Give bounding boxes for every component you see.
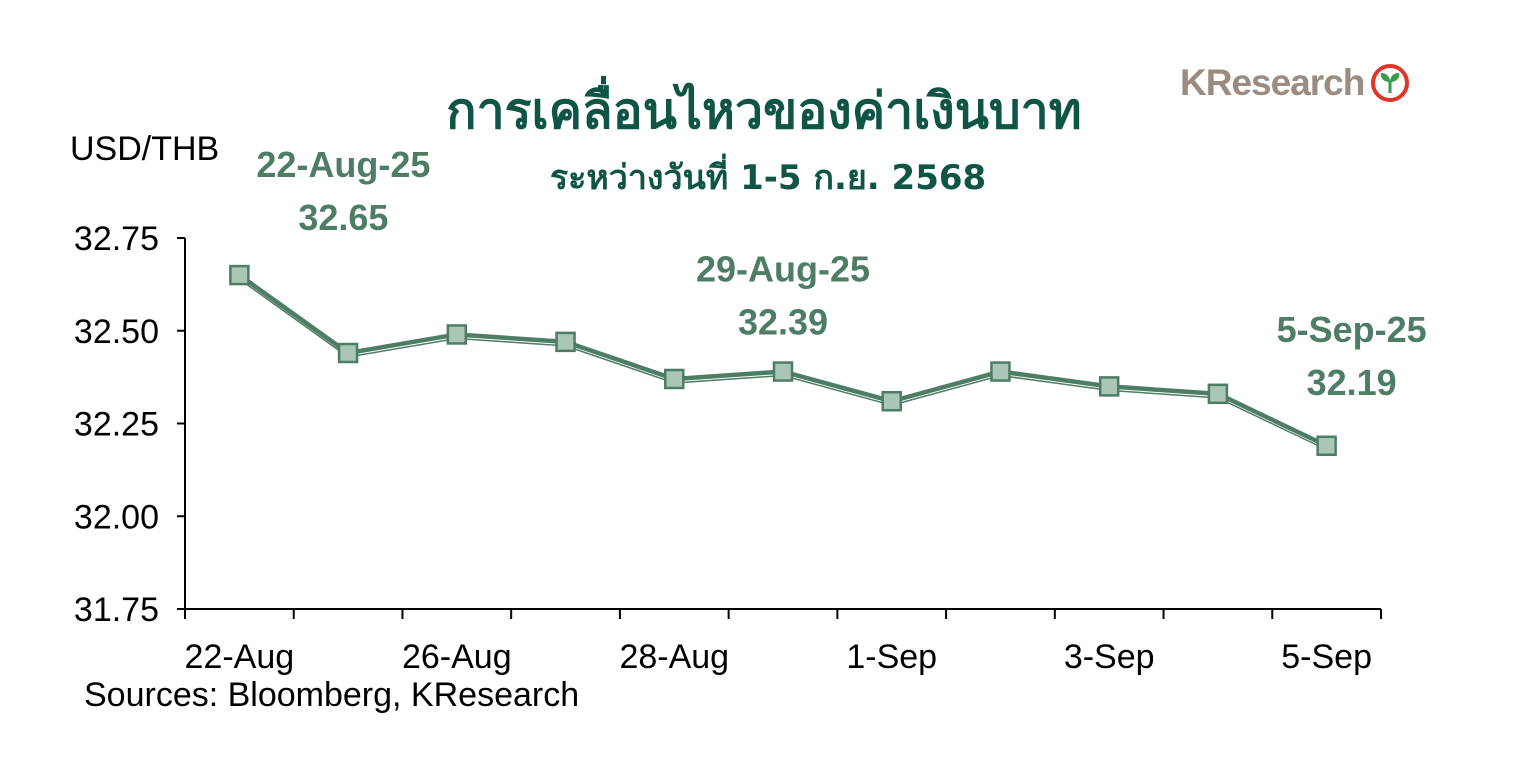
data-point-marker (1207, 383, 1229, 405)
logo-text: KResearch (1180, 62, 1365, 103)
x-tick-label: 26-Aug (402, 638, 512, 676)
data-point-marker (881, 390, 902, 412)
annotation-value: 32.65 (298, 197, 388, 238)
data-point-marker (664, 368, 685, 390)
data-point-marker (229, 264, 250, 286)
x-tick-label: 3-Sep (1064, 638, 1155, 676)
annotation-value: 32.39 (738, 302, 828, 343)
y-tick-label: 32.00 (74, 498, 159, 536)
y-tick-label: 32.75 (74, 220, 159, 258)
kresearch-logo: KResearch (1180, 62, 1410, 104)
data-point-marker (772, 361, 794, 382)
y-tick-label: 32.25 (74, 406, 159, 444)
y-tick-label: 32.50 (74, 313, 159, 351)
x-tick-label: 1-Sep (846, 638, 937, 676)
y-tick-label: 31.75 (74, 591, 159, 629)
data-point-marker (1098, 376, 1120, 397)
sprout-logo-icon (1371, 64, 1410, 102)
annotation-value: 32.19 (1307, 362, 1397, 403)
y-axis-unit-label: USD/THB (70, 130, 220, 168)
chart-subtitle: ระหว่างวันที่ 1-5 ก.ย. 2568 (549, 158, 987, 198)
annotation-date: 5-Sep-25 (1277, 309, 1427, 350)
data-point-marker (446, 324, 468, 345)
x-tick-label: 5-Sep (1281, 638, 1372, 676)
source-note: Sources: Bloomberg, KResearch (84, 676, 580, 714)
data-point-marker (337, 342, 359, 364)
data-point-marker (990, 361, 1011, 382)
chart-title: การเคลื่อนไหวของค่าเงินบาท (446, 82, 1082, 140)
data-point-marker (1316, 435, 1337, 457)
annotation-date: 22-Aug-25 (256, 144, 430, 185)
x-tick-label: 22-Aug (185, 638, 295, 676)
annotation-date: 29-Aug-25 (696, 249, 870, 290)
x-tick-label: 28-Aug (619, 638, 729, 676)
data-point-marker (555, 331, 576, 353)
